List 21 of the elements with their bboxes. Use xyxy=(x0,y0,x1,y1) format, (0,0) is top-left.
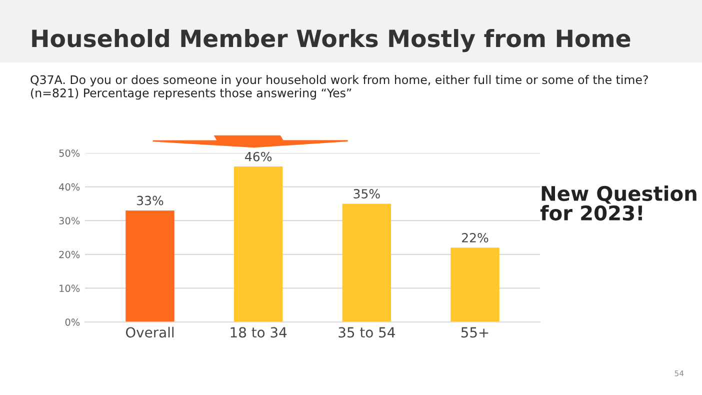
x-tick-label: 18 to 34 xyxy=(230,327,287,338)
bar xyxy=(450,248,500,322)
x-tick-label: 35 to 54 xyxy=(338,327,395,338)
chart-title: Household Member Works Mostly from Home xyxy=(32,29,630,52)
data-label: 22% xyxy=(462,232,488,242)
data-label: 35% xyxy=(354,189,380,198)
y-tick-label: 30% xyxy=(59,217,80,224)
bar xyxy=(234,166,283,322)
y-tick-label: 20% xyxy=(59,250,80,258)
y-tick-label: 10% xyxy=(60,284,80,292)
data-label: 46% xyxy=(245,152,272,162)
y-tick-label: 50% xyxy=(59,149,80,157)
chart-subtitle: Q37A. Do you or does someone in your household work from home, either full time or some of the time? (n=821) Percentage represents those answering “Yes” xyxy=(30,75,648,100)
x-tick-label: Overall xyxy=(126,326,174,338)
y-tick-label: 0% xyxy=(65,318,80,326)
bar xyxy=(342,204,392,322)
bar xyxy=(126,210,174,322)
x-tick-label: 55+ xyxy=(461,327,488,338)
y-tick-label: 40% xyxy=(59,183,80,191)
data-label: 33% xyxy=(137,196,164,206)
text: New Question for 2023! xyxy=(540,186,696,221)
